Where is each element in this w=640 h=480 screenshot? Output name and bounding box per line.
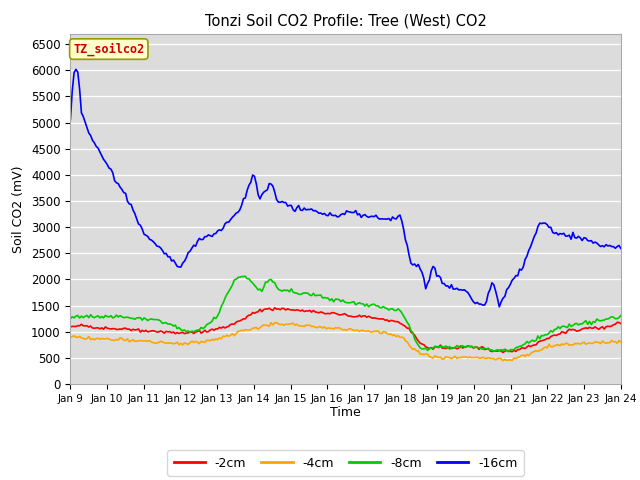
Legend: -2cm, -4cm, -8cm, -16cm: -2cm, -4cm, -8cm, -16cm (167, 450, 524, 476)
Y-axis label: Soil CO2 (mV): Soil CO2 (mV) (13, 165, 26, 252)
Text: TZ_soilco2: TZ_soilco2 (73, 42, 145, 56)
Title: Tonzi Soil CO2 Profile: Tree (West) CO2: Tonzi Soil CO2 Profile: Tree (West) CO2 (205, 13, 486, 28)
X-axis label: Time: Time (330, 407, 361, 420)
